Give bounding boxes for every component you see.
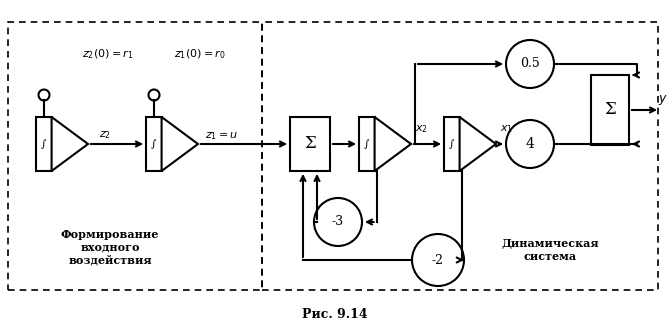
Text: Формирование
входного
воздействия: Формирование входного воздействия bbox=[61, 229, 159, 265]
Circle shape bbox=[506, 40, 554, 88]
Text: ∫: ∫ bbox=[151, 139, 157, 149]
Polygon shape bbox=[375, 117, 411, 171]
Circle shape bbox=[39, 90, 50, 101]
Bar bbox=[444, 117, 460, 171]
Text: Σ: Σ bbox=[604, 102, 616, 119]
Bar bbox=[146, 117, 162, 171]
Text: ∫: ∫ bbox=[41, 139, 46, 149]
Text: -3: -3 bbox=[332, 215, 344, 228]
Polygon shape bbox=[52, 117, 88, 171]
Text: 0.5: 0.5 bbox=[520, 57, 540, 70]
Text: $x_2$: $x_2$ bbox=[415, 123, 429, 135]
Text: $y$: $y$ bbox=[658, 93, 668, 107]
Circle shape bbox=[506, 120, 554, 168]
Polygon shape bbox=[162, 117, 198, 171]
Text: $z_1 = u$: $z_1 = u$ bbox=[205, 130, 239, 142]
Bar bbox=[8, 22, 262, 290]
Text: Динамическая
система: Динамическая система bbox=[501, 238, 599, 262]
Text: $z_2$: $z_2$ bbox=[99, 129, 111, 141]
Bar bbox=[359, 117, 375, 171]
Polygon shape bbox=[460, 117, 496, 171]
Bar bbox=[591, 75, 629, 145]
Bar bbox=[290, 117, 330, 171]
Circle shape bbox=[314, 198, 362, 246]
Text: Рис. 9.14: Рис. 9.14 bbox=[302, 307, 367, 320]
Text: ∫: ∫ bbox=[364, 139, 369, 149]
Circle shape bbox=[412, 234, 464, 286]
Text: Σ: Σ bbox=[304, 135, 316, 152]
Text: $x_1$: $x_1$ bbox=[500, 123, 514, 135]
Text: ∫: ∫ bbox=[449, 139, 454, 149]
Circle shape bbox=[149, 90, 159, 101]
Text: $z_2(0) = r_1$: $z_2(0) = r_1$ bbox=[82, 47, 134, 61]
Bar bbox=[36, 117, 52, 171]
Text: -2: -2 bbox=[432, 254, 444, 267]
Text: 4: 4 bbox=[526, 137, 535, 151]
Bar bbox=[262, 22, 658, 290]
Text: $z_1(0) = r_0$: $z_1(0) = r_0$ bbox=[174, 47, 225, 61]
